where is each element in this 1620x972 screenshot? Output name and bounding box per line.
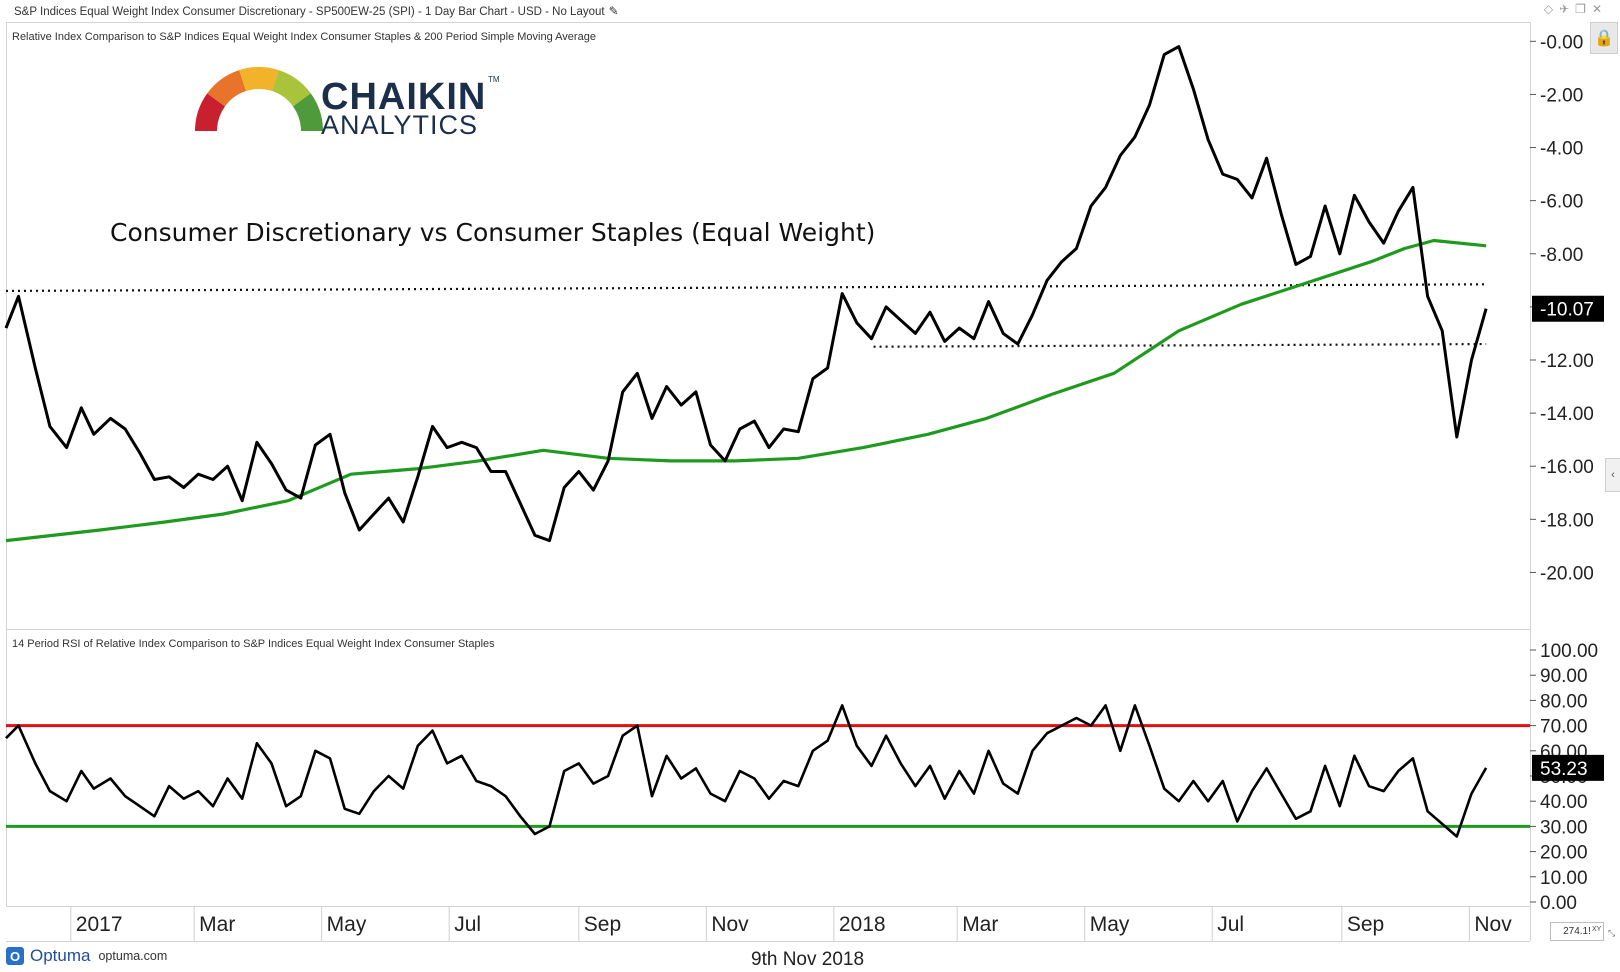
window-controls: ◇✈❐✕ [1544, 2, 1608, 16]
gauge-segment [292, 93, 323, 132]
x-tick-label: May [327, 913, 367, 936]
reference-line [5, 283, 1487, 293]
reference-line [873, 342, 1487, 348]
rsi-y-last-value-badge [1532, 754, 1604, 781]
rsi-line [5, 704, 1488, 838]
rsi-y-tick-label: 10.00 [1540, 868, 1588, 889]
optuma-site: optuma.com [98, 949, 168, 963]
chaikin-logo: CHAIKIN TM ANALYTICS [195, 67, 500, 140]
price-layer [4, 45, 1488, 543]
xy-label: XY [1592, 926, 1602, 933]
price-panel-subtitle: Relative Index Comparison to S&P Indices… [12, 31, 596, 43]
rsi-y-tick-label: 70.00 [1540, 717, 1588, 738]
x-tick-label: Sep [584, 913, 621, 936]
rsi-y-tick-label: 40.00 [1540, 792, 1588, 813]
rsi-y-tick-label: 0.00 [1540, 893, 1577, 914]
x-tick-label: Nov [711, 913, 749, 936]
optuma-brand: Optuma [30, 946, 91, 965]
optuma-logo[interactable]: O Optuma optuma.com [6, 946, 167, 966]
x-tick-label: 2018 [839, 913, 886, 936]
gauge-icon [195, 67, 323, 132]
price-y-tick-label: -12.00 [1540, 351, 1594, 372]
price-y-tick-label: -14.00 [1540, 404, 1594, 425]
gauge-segment [239, 67, 279, 92]
rsi-y-tick-label: 80.00 [1540, 691, 1588, 712]
gauge-segment [207, 70, 247, 107]
gauge-segment [195, 93, 226, 132]
x-tick-label: Mar [962, 913, 998, 936]
rsi-y-last-value-label: 53.23 [1540, 759, 1588, 780]
x-tick-label: 2017 [76, 913, 123, 936]
logo-line1: CHAIKIN [321, 76, 486, 118]
rsi-y-tick-label: 90.00 [1540, 666, 1588, 687]
rsi-y-tick-label: 20.00 [1540, 843, 1588, 864]
window-title-text: S&P Indices Equal Weight Index Consumer … [14, 6, 605, 18]
x-tick-label: Sep [1347, 913, 1384, 936]
logo-tm: TM [488, 75, 500, 84]
price-y-tick-label: -20.00 [1540, 563, 1594, 584]
restore-icon[interactable]: ❐ [1575, 2, 1592, 16]
window-title: S&P Indices Equal Weight Index Consumer … [14, 4, 619, 18]
x-axis: 2017 Mar May Jul Sep Nov 2018 Mar May Jul Sep Nov [70, 906, 1512, 941]
price-y-last-value-label: -10.07 [1540, 300, 1594, 321]
sma-line [5, 238, 1487, 543]
resize-icon[interactable]: ⤡ [1608, 928, 1616, 938]
collapse-arrow-icon[interactable]: ‹ [1605, 458, 1620, 492]
zoom-value[interactable]: 274.1! [1550, 922, 1604, 941]
chart-annotation: Consumer Discretionary vs Consumer Stapl… [110, 218, 875, 247]
price-y-tick-label: -18.00 [1540, 510, 1594, 531]
lock-icon[interactable]: 🔒 [1590, 22, 1618, 54]
rsi-y-axis: 100.0090.0080.0070.0060.0050.0040.0030.0… [1530, 641, 1604, 914]
rsi-panel-subtitle: 14 Period RSI of Relative Index Comparis… [12, 638, 495, 650]
price-y-tick-label: -4.00 [1540, 139, 1583, 160]
date-stamp: 9th Nov 2018 [751, 949, 865, 970]
price-y-tick-label: -6.00 [1540, 192, 1583, 213]
price-y-tick-label: -8.00 [1540, 245, 1583, 266]
x-tick-label: Jul [1217, 913, 1244, 936]
close-icon[interactable]: ✕ [1591, 2, 1608, 16]
x-tick-label: Jul [454, 913, 481, 936]
price-panel-frame [6, 22, 1531, 630]
price-y-axis: -0.00-2.00-4.00-6.00-8.00-10.00-12.00-14… [1530, 32, 1604, 584]
x-tick-label: Nov [1474, 913, 1512, 936]
diamond-icon[interactable]: ◇ [1543, 2, 1560, 16]
gauge-segment [271, 70, 311, 107]
logo-line2: ANALYTICS [321, 110, 478, 140]
x-tick-label: May [1090, 913, 1130, 936]
pencil-icon[interactable]: ✎ [608, 4, 619, 18]
pin-icon[interactable]: ✈ [1559, 2, 1576, 16]
rsi-y-tick-label: 100.00 [1540, 641, 1598, 662]
price-y-last-value-badge [1532, 295, 1604, 322]
rsi-layer [5, 704, 1530, 838]
relative-strength-line [4, 45, 1488, 543]
rsi-y-tick-label: 30.00 [1540, 817, 1588, 838]
price-y-tick-label: -2.00 [1540, 85, 1583, 106]
rsi-panel-frame [6, 629, 1531, 907]
x-tick-label: Mar [199, 913, 235, 936]
price-y-tick-label: -0.00 [1540, 32, 1583, 53]
price-y-tick-label: -16.00 [1540, 457, 1594, 478]
optuma-badge-icon: O [6, 947, 24, 965]
